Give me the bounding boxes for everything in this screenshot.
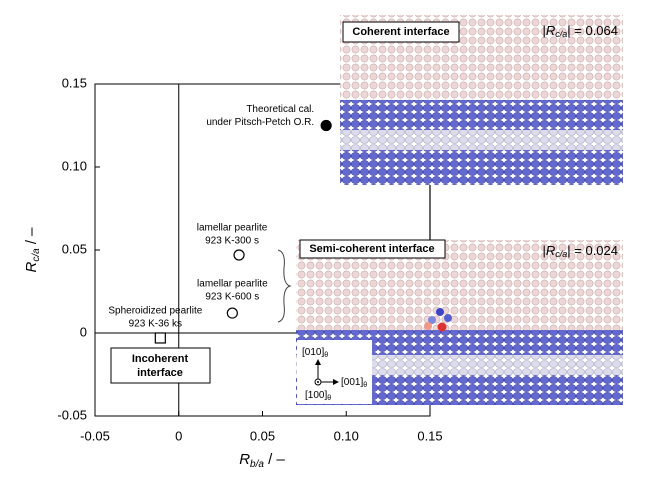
x-tick-label: 0.05 <box>250 428 275 443</box>
y-axis-label: Rc/a / – <box>23 227 42 273</box>
text: b/a <box>250 459 264 470</box>
orientation-box <box>297 340 372 404</box>
text: | = 0.064 <box>567 23 618 38</box>
text: c/a <box>555 249 567 259</box>
inset-title-box <box>299 239 446 259</box>
cementite-atoms <box>340 150 623 185</box>
text: [010] <box>302 347 324 358</box>
point-label: lamellar pearlite <box>197 223 268 234</box>
y-tick-label: 0.15 <box>62 75 87 90</box>
point <box>320 119 332 132</box>
orientation-label: [010]θ <box>302 347 328 359</box>
x-tick-label: 0 <box>175 428 182 443</box>
point <box>233 249 245 261</box>
inset-title: Coherent interface <box>352 26 449 38</box>
text: c/a <box>31 248 42 262</box>
text: [100] <box>305 390 327 401</box>
inset-title: Semi-coherent interface <box>309 243 434 255</box>
point <box>226 307 238 319</box>
orientation-label: [100]θ <box>305 390 331 402</box>
atom <box>437 322 447 332</box>
marks: Theoretical cal. under Pitsch-Petch O.R. l… <box>108 104 332 344</box>
text: θ <box>327 395 331 402</box>
y-tick-label: 0.05 <box>62 241 87 256</box>
text: θ <box>363 382 367 389</box>
text: / – <box>23 227 40 249</box>
y-tick-label: 0.10 <box>62 158 87 173</box>
atom <box>444 314 452 322</box>
point-label: 923 K-600 s <box>205 292 259 303</box>
point-label: 923 K-300 s <box>205 236 259 247</box>
text: [001] <box>341 377 363 388</box>
brace <box>277 249 292 323</box>
x-axis-label: Rb/a / – <box>239 451 285 470</box>
x-tick-label: 0.10 <box>334 428 359 443</box>
point-label: lamellar pearlite <box>197 279 268 290</box>
text: R <box>23 262 40 273</box>
incoherent-label: interface <box>137 367 183 379</box>
x-tick-label: 0.15 <box>417 428 442 443</box>
inset-value: |Rc/a| = 0.064 <box>542 23 618 39</box>
text: / – <box>264 451 286 468</box>
semi-coherent-inset: Semi-coherent interface |Rc/a| = 0.024 [… <box>296 239 623 405</box>
cementite-atoms <box>296 355 623 375</box>
point-label: Spheroidized pearlite <box>108 306 202 317</box>
cementite-atoms <box>340 100 623 130</box>
text: | <box>542 243 545 258</box>
text: c/a <box>555 29 567 39</box>
atom <box>428 316 436 324</box>
point-label: under Pitsch-Petch O.R. <box>206 117 314 128</box>
atom <box>424 322 432 330</box>
text: R <box>546 243 555 258</box>
point-label: 923 K-36 ks <box>129 319 182 330</box>
point-label: Theoretical cal. <box>246 104 314 115</box>
x-tick-label: -0.05 <box>80 428 110 443</box>
text: R <box>546 23 555 38</box>
y-tick-label: -0.05 <box>57 407 87 422</box>
coherent-inset: Coherent interface |Rc/a| = 0.064 <box>340 15 623 185</box>
incoherent-box <box>110 347 211 384</box>
text: θ <box>324 352 328 359</box>
inset-value: |Rc/a| = 0.024 <box>542 243 618 259</box>
incoherent-label: Incoherent <box>132 353 189 365</box>
arrow-head <box>333 379 339 385</box>
axis-dot <box>317 381 319 383</box>
point <box>154 332 166 344</box>
arrow-head <box>315 359 321 365</box>
cementite-atoms <box>340 130 623 150</box>
y-tick-label: 0 <box>80 324 87 339</box>
inset-title-box <box>342 21 460 43</box>
atom <box>436 308 444 316</box>
text: | = 0.024 <box>567 243 618 258</box>
text: R <box>239 451 250 468</box>
text: | <box>542 23 545 38</box>
orientation-label: [001]θ <box>341 377 367 389</box>
